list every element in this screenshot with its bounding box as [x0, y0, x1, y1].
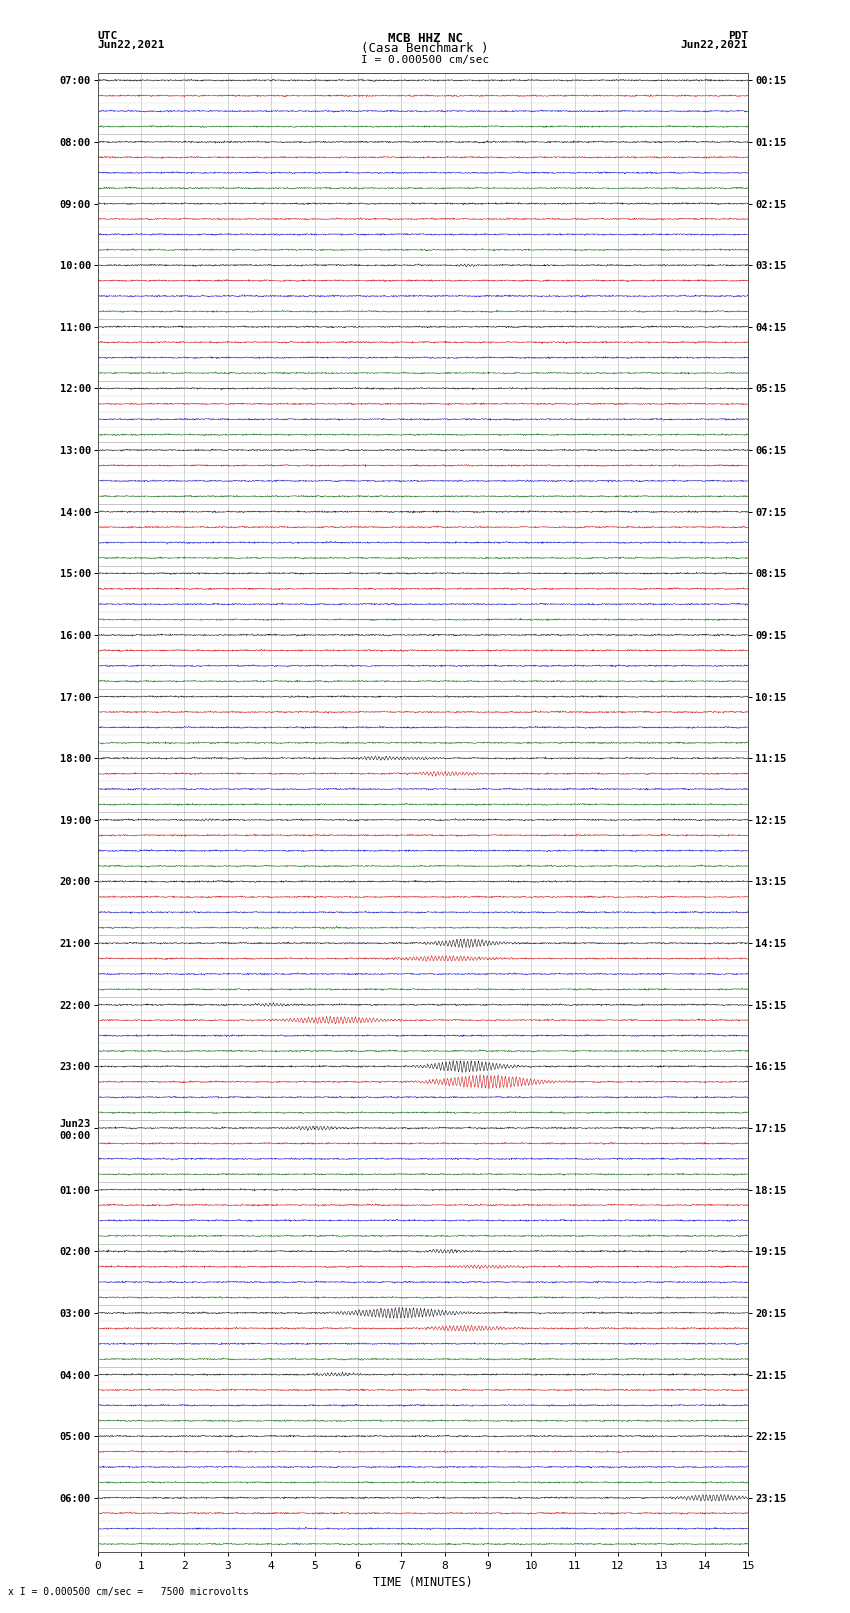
Text: UTC: UTC [98, 31, 118, 40]
Text: x I = 0.000500 cm/sec =   7500 microvolts: x I = 0.000500 cm/sec = 7500 microvolts [8, 1587, 249, 1597]
Text: I = 0.000500 cm/sec: I = 0.000500 cm/sec [361, 55, 489, 65]
Text: (Casa Benchmark ): (Casa Benchmark ) [361, 42, 489, 55]
X-axis label: TIME (MINUTES): TIME (MINUTES) [373, 1576, 473, 1589]
Text: Jun22,2021: Jun22,2021 [681, 40, 748, 50]
Text: PDT: PDT [728, 31, 748, 40]
Text: MCB HHZ NC: MCB HHZ NC [388, 32, 462, 45]
Text: Jun22,2021: Jun22,2021 [98, 40, 165, 50]
